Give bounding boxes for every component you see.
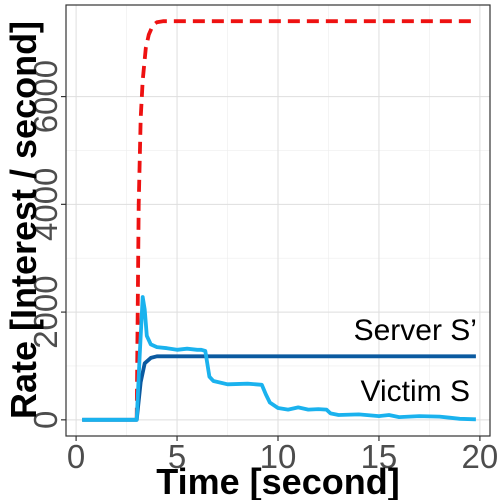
x-tick-label: 0	[67, 438, 85, 475]
y-tick-label: 4000	[27, 168, 64, 241]
series-label-victim: Victim S	[361, 375, 470, 408]
x-tick-label: 20	[462, 438, 499, 475]
y-tick-label: 2000	[27, 275, 64, 348]
x-axis-title: Time [second]	[156, 461, 399, 500]
series-line-attacker	[134, 19, 476, 420]
y-axis-title: Rate [Interest / second]	[3, 21, 44, 419]
grid-major	[66, 5, 490, 436]
x-tick-label: 15	[361, 438, 398, 475]
x-tick-label: 10	[260, 438, 297, 475]
y-tick-label: 6000	[27, 60, 64, 133]
x-tick-label: 5	[168, 438, 186, 475]
series-label-server: Server S’	[354, 314, 477, 347]
series-layer: Server S’ Victim S	[82, 19, 477, 422]
x-axis-ticks: 0 5 10 15 20	[67, 436, 498, 475]
y-tick-label: 0	[27, 411, 64, 429]
y-axis-ticks: 0 2000 4000 6000	[27, 60, 66, 429]
series-line-victim	[82, 295, 476, 422]
